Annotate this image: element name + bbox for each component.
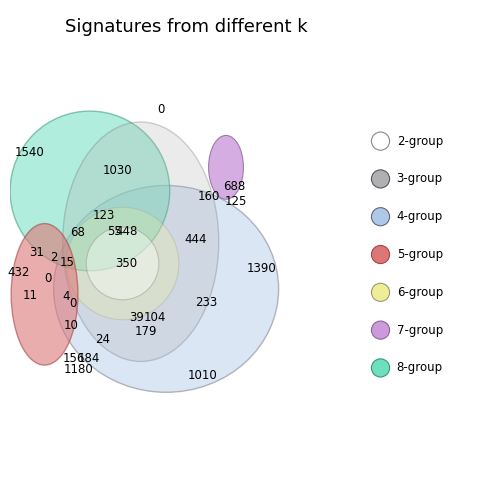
Text: 0: 0 [44, 272, 51, 284]
Text: 1180: 1180 [64, 363, 93, 376]
Text: 15: 15 [59, 256, 75, 269]
Text: 0: 0 [157, 103, 164, 116]
Text: 7-group: 7-group [397, 324, 443, 337]
Text: 448: 448 [115, 225, 138, 238]
Text: 160: 160 [198, 190, 220, 203]
Text: 156: 156 [63, 352, 86, 365]
Text: 1390: 1390 [246, 263, 276, 275]
Text: 2-group: 2-group [397, 135, 443, 148]
Ellipse shape [53, 185, 279, 392]
Text: 184: 184 [78, 352, 100, 365]
Text: 31: 31 [29, 246, 44, 259]
Text: 4: 4 [62, 290, 70, 302]
Ellipse shape [62, 122, 219, 361]
Text: 350: 350 [115, 257, 137, 270]
Text: 0: 0 [69, 297, 77, 310]
Text: 1010: 1010 [187, 369, 217, 383]
Text: 8-group: 8-group [397, 361, 443, 374]
Text: 39: 39 [130, 311, 145, 325]
Text: 233: 233 [195, 296, 217, 309]
Text: 6-group: 6-group [397, 286, 443, 299]
Ellipse shape [10, 111, 170, 271]
Text: 125: 125 [224, 195, 246, 208]
Text: 432: 432 [7, 266, 30, 279]
Text: 68: 68 [71, 226, 85, 239]
Text: 688: 688 [223, 180, 245, 193]
Text: 11: 11 [23, 289, 37, 301]
Text: 444: 444 [184, 233, 207, 246]
Ellipse shape [11, 224, 78, 365]
Text: 104: 104 [144, 311, 166, 325]
Text: 1540: 1540 [15, 146, 44, 159]
Text: 1030: 1030 [102, 164, 132, 177]
Text: 5-group: 5-group [397, 248, 443, 261]
Text: 4-group: 4-group [397, 210, 443, 223]
Text: 55: 55 [107, 225, 122, 238]
Text: 179: 179 [135, 325, 157, 338]
Ellipse shape [86, 227, 159, 300]
Text: 3-group: 3-group [397, 172, 443, 185]
Text: Signatures from different k: Signatures from different k [65, 18, 308, 36]
Text: 10: 10 [64, 319, 79, 332]
Text: 24: 24 [95, 333, 110, 346]
Text: 123: 123 [93, 209, 115, 222]
Ellipse shape [67, 207, 179, 320]
Ellipse shape [209, 136, 243, 199]
Text: 2: 2 [50, 251, 57, 264]
